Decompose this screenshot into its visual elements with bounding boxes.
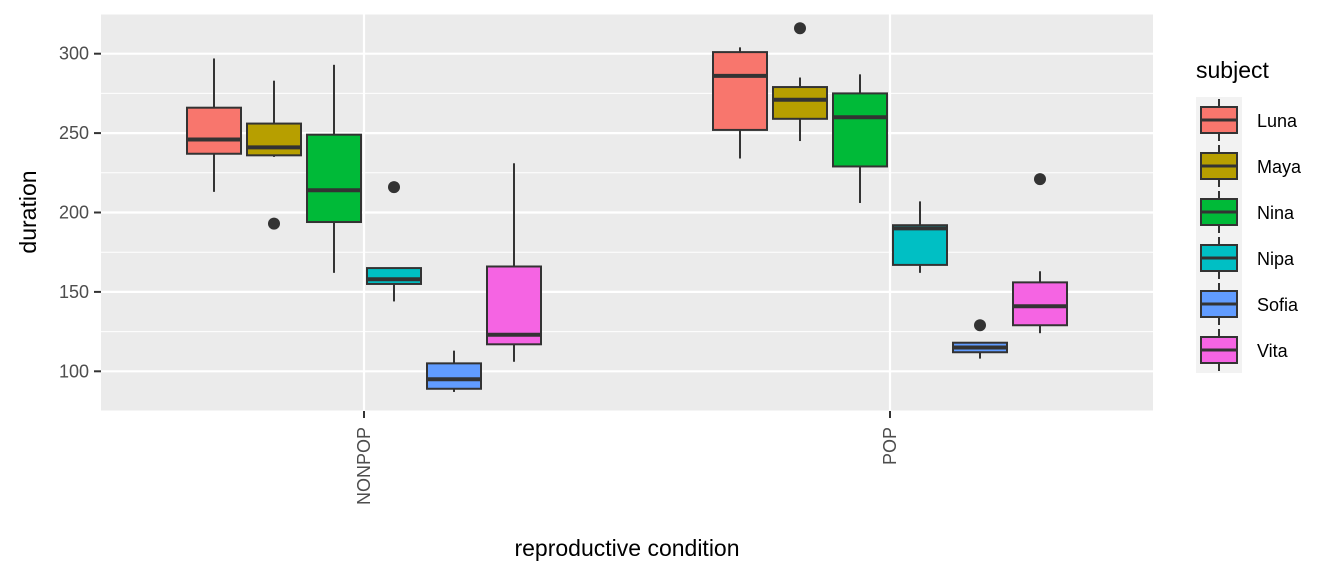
series-luna (186, 47, 768, 192)
legend-item-maya: Maya (1196, 143, 1302, 189)
legend-item-luna: Luna (1196, 97, 1298, 143)
x-axis-title: reproductive condition (514, 535, 739, 561)
series-nina (306, 64, 888, 273)
box-nina-pop (832, 74, 888, 203)
legend-label: Luna (1257, 111, 1298, 131)
legend-label: Nipa (1257, 249, 1295, 269)
legend-title: subject (1196, 57, 1269, 83)
legend-item-nina: Nina (1196, 189, 1295, 235)
box-luna-pop (712, 47, 768, 159)
box-iqr (712, 51, 768, 131)
series-sofia (426, 319, 1008, 392)
legend-item-nipa: Nipa (1196, 235, 1295, 281)
outlier-point (388, 181, 400, 194)
y-axis-title: duration (15, 170, 41, 253)
y-tick-label: 200 (59, 203, 89, 223)
outlier-point (794, 22, 806, 35)
series-maya (246, 22, 828, 230)
y-tick-label: 150 (59, 282, 89, 302)
major-gridlines (101, 14, 1153, 411)
box-iqr (186, 106, 242, 155)
box-iqr (892, 224, 948, 266)
legend-label: Sofia (1257, 295, 1299, 315)
series-nipa (366, 181, 948, 302)
box-iqr (1012, 281, 1068, 327)
legend-label: Nina (1257, 203, 1295, 223)
y-tick-label: 300 (59, 44, 89, 64)
box-nina-nonpop (306, 64, 362, 273)
box-iqr (246, 122, 302, 157)
series-vita (486, 163, 1068, 362)
y-tick-label: 250 (59, 123, 89, 143)
box-sofia-nonpop (426, 350, 482, 392)
box-iqr (426, 362, 482, 390)
box-iqr (306, 133, 362, 224)
outlier-point (1034, 173, 1046, 186)
legend-item-sofia: Sofia (1196, 281, 1299, 327)
y-axis: 100 150 200 250 300 (59, 44, 101, 381)
box-iqr (366, 267, 422, 285)
legend-item-vita: Vita (1196, 327, 1289, 373)
legend: Luna Maya Nina Nipa Sofia Vita (1196, 97, 1302, 373)
box-series-group (186, 22, 1068, 392)
box-maya-pop (772, 22, 828, 142)
outlier-point (974, 319, 986, 332)
box-sofia-pop (952, 319, 1008, 359)
outlier-point (268, 217, 280, 230)
minor-gridlines (101, 13, 1153, 412)
box-iqr (832, 92, 888, 168)
box-luna-nonpop (186, 58, 242, 192)
box-vita-nonpop (486, 163, 542, 362)
box-iqr (772, 86, 828, 120)
box-iqr (486, 265, 542, 346)
box-nipa-nonpop (366, 181, 422, 302)
box-vita-pop (1012, 173, 1068, 334)
y-tick-label: 100 (59, 361, 89, 381)
x-tick-label: NONPOP (354, 427, 374, 505)
legend-label: Maya (1257, 157, 1302, 177)
box-maya-nonpop (246, 80, 302, 230)
x-tick-label: POP (880, 427, 900, 465)
x-axis: NONPOP POP (354, 411, 900, 505)
box-nipa-pop (892, 201, 948, 273)
legend-label: Vita (1257, 341, 1289, 361)
